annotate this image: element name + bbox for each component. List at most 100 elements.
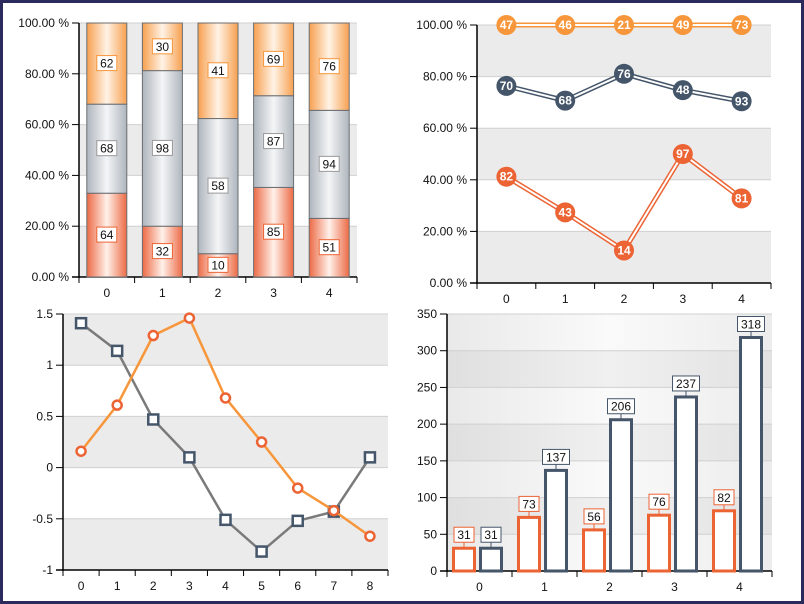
x-tick-label: 4 <box>738 292 745 306</box>
data-label: 30 <box>156 40 170 54</box>
data-label: 85 <box>267 225 281 239</box>
data-label: 206 <box>611 400 631 414</box>
x-tick-label: 1 <box>159 286 166 300</box>
grid-band <box>447 350 772 388</box>
grid-band <box>477 128 771 180</box>
circle-marker <box>183 312 196 324</box>
data-label: 31 <box>484 528 498 542</box>
data-point <box>555 90 576 111</box>
data-label: 14 <box>617 243 631 257</box>
y-tick-label: 350 <box>417 307 437 321</box>
data-label-box <box>518 495 540 512</box>
data-label-box <box>263 223 285 240</box>
square-marker <box>110 344 124 358</box>
data-label: 47 <box>500 18 514 32</box>
data-point <box>672 15 693 35</box>
y-tick-label: 80.00 % <box>25 67 69 81</box>
y-tick-label: 40.00 % <box>25 168 69 182</box>
x-tick-label: 2 <box>606 580 613 594</box>
grid-band <box>63 518 388 570</box>
data-label: 94 <box>323 157 337 171</box>
data-label-box <box>96 140 118 157</box>
data-label: 70 <box>500 79 514 93</box>
chart-4: 0 50 100 150 200 250 300 350 0 1 2 3 4 31 31 73 137 56 206… <box>417 307 773 594</box>
y-tick-label: 150 <box>417 454 437 468</box>
data-point <box>555 202 576 223</box>
y-tick-label: 60.00 % <box>25 118 69 132</box>
y-tick-label: 20.00 % <box>25 219 69 233</box>
data-label-box <box>583 508 605 525</box>
y-tick-label: 1.5 <box>36 307 53 321</box>
data-label: 10 <box>211 258 225 272</box>
data-label: 64 <box>100 228 114 242</box>
y-tick-label: 250 <box>417 380 437 394</box>
y-tick-label: -1 <box>42 563 53 577</box>
circle-marker <box>291 482 304 494</box>
x-tick-label: 0 <box>503 292 510 306</box>
y-tick-label: 300 <box>417 344 437 358</box>
data-point <box>672 80 693 101</box>
data-label: 82 <box>500 170 514 184</box>
data-point <box>496 166 517 187</box>
x-tick-label: 3 <box>679 292 686 306</box>
data-label: 98 <box>156 141 170 155</box>
data-label-box <box>607 398 635 415</box>
x-tick-label: 2 <box>215 286 222 300</box>
y-tick-label: 0 <box>430 564 437 578</box>
y-tick-label: 200 <box>417 417 437 431</box>
x-tick-label: 1 <box>562 292 569 306</box>
circle-marker <box>75 445 87 457</box>
data-label: 82 <box>717 491 731 505</box>
chart-3: -1 -0.5 0 0.5 1 1.5 0 1 2 3 4 5 6 7 8 <box>32 307 389 593</box>
circle-marker <box>328 504 340 517</box>
square-marker <box>147 413 160 426</box>
square-marker <box>363 451 377 464</box>
data-label-box <box>648 493 670 510</box>
x-tick-label: 4 <box>326 286 333 300</box>
data-label: 76 <box>323 60 337 74</box>
data-label-box <box>96 226 118 243</box>
data-label: 318 <box>741 317 761 331</box>
data-label: 69 <box>267 52 281 66</box>
data-label: 32 <box>156 245 170 259</box>
square-marker <box>291 514 304 528</box>
y-tick-label: 50 <box>424 527 438 541</box>
y-tick-label: 40.00 % <box>423 173 467 187</box>
data-label-box <box>207 177 229 194</box>
data-label-box <box>263 50 285 67</box>
data-label: 137 <box>546 450 566 464</box>
x-tick-label: 2 <box>621 292 628 306</box>
y-tick-label: 0 <box>46 461 53 475</box>
data-point <box>614 15 634 35</box>
data-label: 81 <box>735 191 749 205</box>
data-label: 46 <box>559 18 573 32</box>
y-tick-label: 0.00 % <box>32 270 70 284</box>
bar <box>452 546 476 573</box>
x-tick-label: 0 <box>476 580 483 594</box>
data-label-box <box>263 133 285 150</box>
bar <box>739 335 763 573</box>
data-label: 76 <box>652 495 666 509</box>
x-tick-label: 3 <box>186 579 193 593</box>
data-label-box <box>207 62 229 79</box>
x-tick-label: 1 <box>114 579 121 593</box>
data-label: 73 <box>735 18 749 32</box>
square-marker <box>255 545 268 558</box>
data-label: 237 <box>676 377 696 391</box>
data-label: 68 <box>559 94 573 108</box>
x-tick-label: 0 <box>78 579 85 593</box>
bar <box>674 395 698 573</box>
data-point <box>672 144 693 164</box>
chart-2: 0.00 % 20.00 % 40.00 % 60.00 % 80.00 % 100.00… <box>416 15 772 306</box>
data-label-box <box>737 315 765 332</box>
data-label-box <box>151 38 173 55</box>
data-point <box>614 63 634 84</box>
data-point <box>496 15 517 35</box>
data-label-box <box>453 526 475 543</box>
data-label: 48 <box>676 83 690 97</box>
data-label-box <box>151 139 173 156</box>
y-tick-label: 0.5 <box>36 409 53 423</box>
data-label-box <box>151 243 173 260</box>
